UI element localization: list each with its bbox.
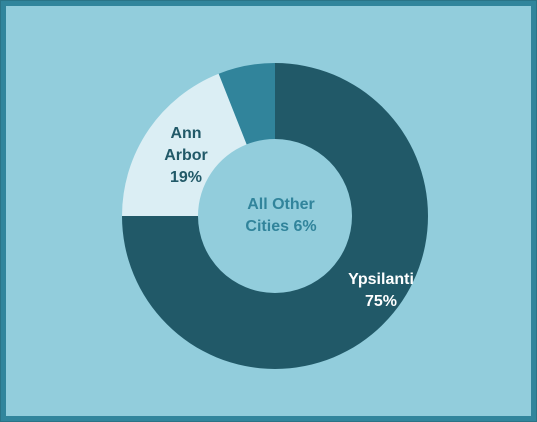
category-label: Ann Arbor (164, 125, 208, 164)
slice-label: Ypsilanti 75% (336, 269, 426, 313)
slice-label: All Other Cities 6% (226, 194, 336, 238)
value-label: 19% (169, 169, 203, 186)
slice-label: Ann Arbor 19% (156, 123, 216, 189)
donut-slice (218, 63, 275, 145)
donut-slice (122, 73, 247, 216)
category-label: All Other Cities (245, 196, 315, 235)
value-label: 6% (293, 218, 317, 235)
chart (122, 63, 428, 369)
category-label: Ypsilanti (348, 271, 414, 288)
donut-slice (122, 63, 428, 369)
value-label: 75% (364, 293, 398, 310)
